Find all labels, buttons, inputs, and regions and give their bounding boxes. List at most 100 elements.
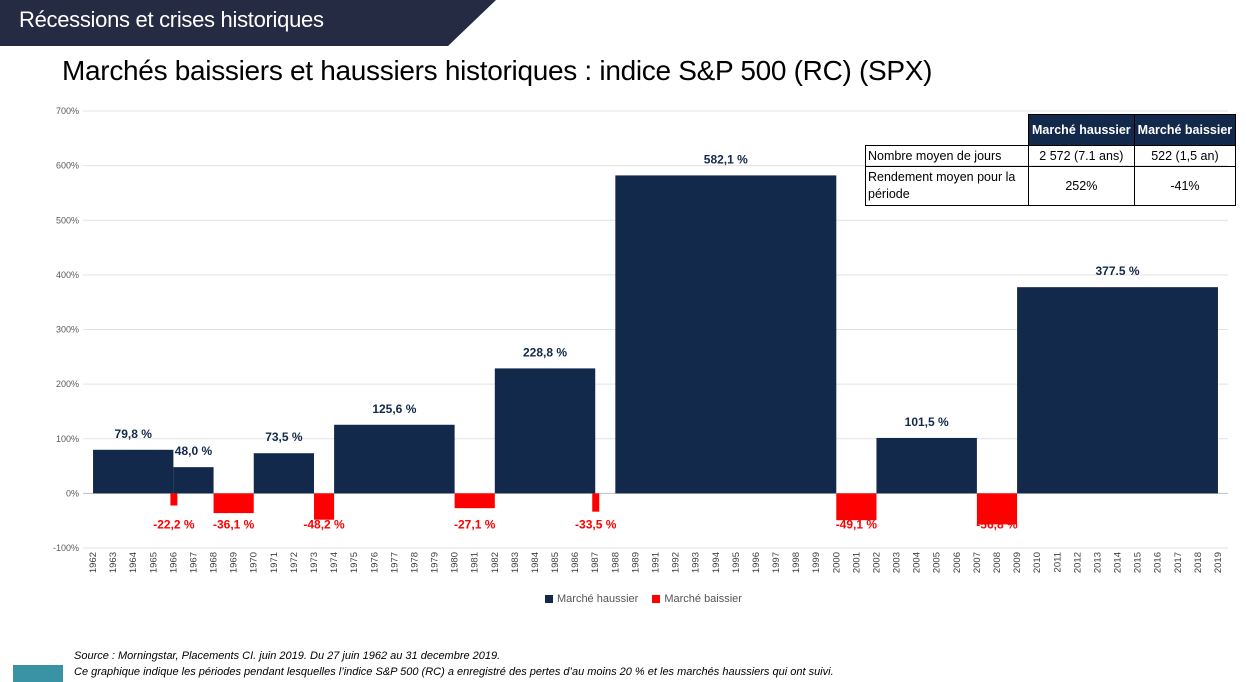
chart-legend: Marché haussier Marché baissier xyxy=(545,593,742,605)
table-header-bull: Marché haussier xyxy=(1028,114,1135,146)
data-label: 73,5 % xyxy=(265,430,303,444)
x-tick-label: 2007 xyxy=(972,552,983,573)
x-tick-label: 1974 xyxy=(329,552,340,573)
data-label: -56,8 % xyxy=(976,517,1018,531)
data-label: 125,6 % xyxy=(372,402,416,416)
bar-bear xyxy=(213,493,254,514)
x-tick-label: 2015 xyxy=(1133,552,1144,573)
bar-bear xyxy=(454,493,495,509)
banner-title: Récessions et crises historiques xyxy=(19,7,324,32)
table-row-label: Nombre moyen de jours xyxy=(865,145,1029,167)
y-tick-label: 500% xyxy=(56,215,79,225)
x-tick-label: 1983 xyxy=(510,552,521,573)
x-tick-label: 1992 xyxy=(671,552,682,573)
x-tick-label: 1978 xyxy=(409,552,420,573)
y-tick-label: 300% xyxy=(56,325,79,335)
x-tick-label: 1962 xyxy=(88,552,99,573)
x-tick-label: 1977 xyxy=(389,552,400,573)
y-tick-label: 100% xyxy=(56,434,79,444)
x-tick-label: 2006 xyxy=(952,552,963,573)
legend-label-bear: Marché baissier xyxy=(664,593,742,605)
bar-bull xyxy=(615,175,837,494)
x-tick-label: 1998 xyxy=(791,552,802,573)
data-label: 582,1 % xyxy=(704,152,748,166)
source-note: Source : Morningstar, Placements CI. jui… xyxy=(74,648,834,680)
x-tick-label: 1997 xyxy=(771,552,782,573)
data-label: -36,1 % xyxy=(213,517,255,531)
legend-item-bull: Marché haussier xyxy=(545,593,638,605)
bar-bull xyxy=(334,424,455,494)
header-banner xyxy=(0,0,496,46)
source-line-2: Ce graphique indique les périodes pendan… xyxy=(74,666,834,678)
x-tick-label: 1999 xyxy=(811,552,822,573)
x-tick-label: 2014 xyxy=(1113,552,1124,573)
data-label: -48,2 % xyxy=(303,517,345,531)
x-tick-label: 2004 xyxy=(912,552,923,573)
data-label: 377.5 % xyxy=(1095,264,1139,278)
data-label: 79,8 % xyxy=(115,427,153,441)
bar-bull xyxy=(93,449,174,494)
bar-bull xyxy=(1017,287,1218,494)
x-tick-label: 1995 xyxy=(731,552,742,573)
x-tick-label: 2003 xyxy=(892,552,903,573)
table-header-bear: Marché baissier xyxy=(1133,114,1237,146)
table-corner-cell xyxy=(866,115,1029,146)
data-label: 101,5 % xyxy=(905,415,949,429)
x-tick-label: 2016 xyxy=(1153,552,1164,573)
x-tick-label: 1993 xyxy=(691,552,702,573)
bar-bull xyxy=(253,453,315,494)
table-row-label: Rendement moyen pour la période xyxy=(865,166,1029,206)
x-tick-label: 1973 xyxy=(309,552,320,573)
bar-bull xyxy=(173,467,214,494)
data-label: -33,5 % xyxy=(575,517,617,531)
x-tick-label: 2013 xyxy=(1092,552,1103,573)
x-tick-label: 1991 xyxy=(651,552,662,573)
x-tick-label: 1985 xyxy=(550,552,561,573)
x-tick-label: 1969 xyxy=(229,552,240,573)
data-label: -27,1 % xyxy=(454,517,496,531)
bar-bear xyxy=(170,493,178,506)
x-tick-label: 2000 xyxy=(831,552,842,573)
x-tick-label: 2009 xyxy=(1012,552,1023,573)
x-tick-label: 1971 xyxy=(269,552,280,573)
table-row: Nombre moyen de jours 2 572 (7.1 ans) 52… xyxy=(865,145,1237,167)
x-tick-label: 1987 xyxy=(590,552,601,573)
y-tick-label: 200% xyxy=(56,379,79,389)
x-tick-label: 1986 xyxy=(570,552,581,573)
legend-swatch-bear xyxy=(652,595,661,603)
x-tick-label: 1963 xyxy=(108,552,119,573)
data-label: 228,8 % xyxy=(523,345,567,359)
y-tick-label: 0% xyxy=(66,488,79,498)
x-tick-label: 2008 xyxy=(992,552,1003,573)
legend-swatch-bull xyxy=(545,595,553,603)
x-tick-label: 1996 xyxy=(751,552,762,573)
x-tick-label: 1984 xyxy=(530,552,541,573)
table-cell-bull: 252% xyxy=(1028,166,1135,206)
corner-accent xyxy=(13,665,63,682)
bar-bull xyxy=(494,368,596,494)
x-tick-label: 2011 xyxy=(1052,552,1063,572)
legend-item-bear: Marché baissier xyxy=(652,593,742,605)
y-tick-label: 400% xyxy=(56,270,79,280)
bar-bear xyxy=(976,493,1018,525)
x-tick-label: 1989 xyxy=(630,552,641,573)
bar-bear xyxy=(836,493,877,521)
x-tick-label: 2019 xyxy=(1213,552,1224,573)
x-tick-label: 2012 xyxy=(1072,552,1083,573)
y-tick-label: 600% xyxy=(56,161,79,171)
x-tick-label: 1988 xyxy=(610,552,621,573)
x-tick-label: 1966 xyxy=(168,552,179,573)
data-label: -22,2 % xyxy=(153,517,195,531)
x-tick-label: 1967 xyxy=(188,552,199,573)
x-tick-label: 1981 xyxy=(470,552,481,573)
table-cell-bear: 522 (1,5 an) xyxy=(1133,145,1237,167)
source-line-1: Source : Morningstar, Placements CI. jui… xyxy=(74,650,501,662)
x-tick-label: 1976 xyxy=(369,552,380,573)
x-tick-label: 1975 xyxy=(349,552,360,573)
data-label: 48,0 % xyxy=(175,444,213,458)
x-tick-label: 2010 xyxy=(1032,552,1043,573)
x-tick-label: 2018 xyxy=(1193,552,1204,573)
x-tick-label: 1972 xyxy=(289,552,300,573)
x-tick-label: 2001 xyxy=(851,552,862,573)
